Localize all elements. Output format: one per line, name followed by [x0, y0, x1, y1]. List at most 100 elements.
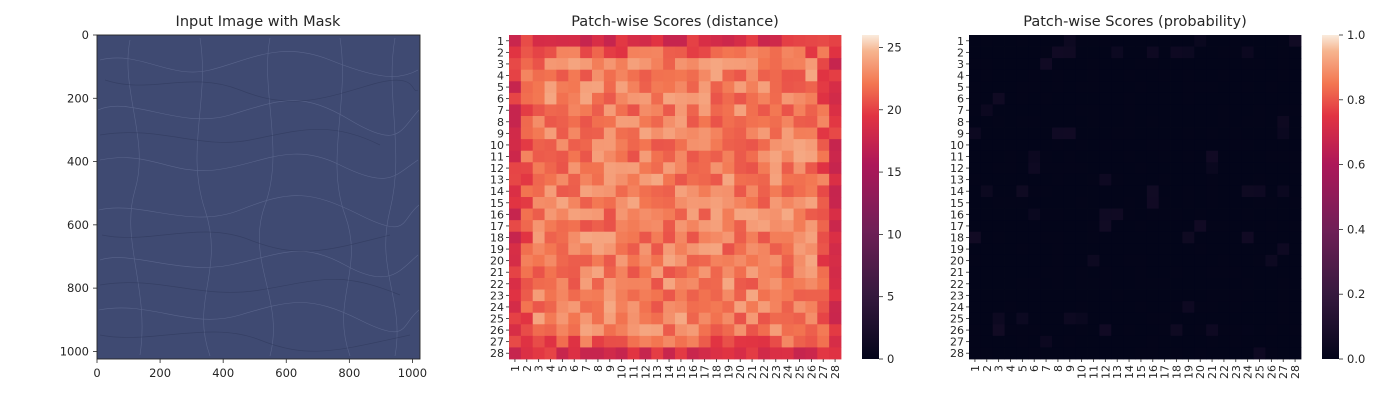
heatmap-cell	[1265, 116, 1278, 128]
heatmap-cell	[1123, 104, 1136, 117]
heatmap-cell	[1170, 58, 1183, 71]
heatmap-cell	[1206, 139, 1219, 152]
heatmap-cell	[1111, 35, 1124, 47]
heatmap-cell	[1158, 324, 1171, 337]
leather-shading	[99, 79, 419, 352]
heatmap-cell	[651, 185, 664, 198]
heatmap-cell	[805, 289, 818, 302]
heatmap-cell	[1289, 162, 1302, 175]
heatmap-cell	[1063, 35, 1077, 47]
heatmap-cell	[532, 127, 545, 140]
heatmap-cell	[663, 347, 676, 360]
heatmap-cell	[686, 197, 700, 209]
heatmap-cell	[1040, 116, 1053, 128]
heatmap-cell	[1182, 335, 1195, 348]
heatmap-cell	[1087, 46, 1100, 59]
heatmap-cell	[615, 289, 628, 302]
heatmap-cell	[592, 208, 605, 221]
heatmap-cell	[1099, 312, 1112, 325]
heatmap-cell	[1075, 266, 1088, 279]
heatmap-cell	[1194, 289, 1207, 302]
heatmap-cell	[969, 243, 982, 256]
heatmap-cell	[1170, 335, 1183, 348]
heatmap-cell	[1194, 46, 1207, 59]
heatmap-cell	[1265, 35, 1278, 47]
row-tick-label: 9	[497, 127, 504, 140]
heatmap-cell	[992, 104, 1005, 117]
heatmap-cell	[793, 289, 806, 302]
heatmap-cell	[1111, 266, 1124, 279]
heatmap-cell	[1289, 139, 1302, 152]
heatmap-cell	[1182, 312, 1195, 325]
heatmap-cell	[793, 278, 806, 290]
heatmap-cell	[1265, 46, 1278, 59]
y-tick-label: 200	[67, 91, 89, 105]
heatmap-cell	[1229, 278, 1243, 290]
heatmap-cell	[686, 35, 700, 47]
heatmap-cell	[722, 46, 735, 59]
heatmap-cell	[1099, 266, 1112, 279]
heatmap-cell	[1194, 104, 1207, 117]
heatmap-cell	[710, 58, 723, 71]
heatmap-cell	[1135, 81, 1148, 94]
heatmap-cell	[1135, 116, 1148, 128]
heatmap-cell	[1028, 104, 1041, 117]
heatmap-cell	[592, 104, 605, 117]
row-tick-label: 26	[490, 324, 504, 337]
heatmap-cell	[829, 185, 842, 198]
heatmap-cell	[544, 324, 557, 337]
heatmap-cell	[663, 208, 676, 221]
heatmap-cell	[580, 81, 593, 94]
heatmap-cell	[1123, 69, 1136, 82]
heatmap-cell	[1241, 116, 1254, 128]
heatmap-cell	[781, 35, 794, 47]
col-tick-label: 25	[794, 365, 807, 379]
heatmap-cell	[1289, 35, 1302, 47]
heatmap-cell	[1004, 81, 1017, 94]
heatmap-cell	[1028, 347, 1041, 360]
heatmap-cell	[1028, 150, 1041, 163]
heatmap-cell	[1087, 58, 1100, 71]
heatmap-cell	[1194, 254, 1207, 267]
heatmap-cell	[1289, 347, 1302, 360]
heatmap-cell	[686, 289, 700, 302]
heatmap-cell	[1016, 197, 1029, 209]
heatmap-cell	[1206, 104, 1219, 117]
heatmap-cell	[1087, 69, 1100, 82]
heatmap-cell	[969, 289, 982, 302]
heatmap-cell	[556, 185, 569, 198]
heatmap-cell	[532, 35, 545, 47]
heatmap-cell	[568, 139, 581, 152]
heatmap-cell	[758, 301, 771, 314]
heatmap-cell	[829, 278, 842, 290]
heatmap-cell	[544, 35, 557, 47]
heatmap-cell	[1016, 301, 1029, 314]
heatmap-cell	[793, 104, 806, 117]
heatmap-cell	[1206, 278, 1219, 290]
heatmap-cell	[580, 139, 593, 152]
heatmap-cell	[793, 335, 806, 348]
heatmap-cell	[651, 347, 664, 360]
heatmap-cell	[710, 243, 723, 256]
colorbar-tick-label: 1.0	[1347, 28, 1365, 42]
heatmap-cell	[1004, 312, 1017, 325]
heatmap-cell	[1099, 231, 1112, 244]
row-tick-label: 27	[490, 336, 504, 349]
heatmap-cell	[1063, 301, 1077, 314]
heatmap-cell	[1241, 254, 1254, 267]
heatmap-cell	[1229, 231, 1243, 244]
heatmap-cell	[829, 220, 842, 233]
heatmap-cell	[969, 335, 982, 348]
heatmap-cell	[1194, 35, 1207, 47]
heatmap-cell	[1253, 162, 1266, 175]
heatmap-cell	[1052, 185, 1065, 198]
heatmap-cell	[520, 69, 534, 82]
heatmap-cell	[603, 139, 617, 152]
heatmap-cell	[1158, 197, 1171, 209]
heatmap-cell	[1289, 278, 1302, 290]
heatmap-cell	[1040, 185, 1053, 198]
col-tick-label: 1	[509, 365, 522, 372]
heatmap-cell	[1241, 69, 1254, 82]
image-frame	[96, 34, 421, 360]
heatmap-cell	[686, 231, 700, 244]
